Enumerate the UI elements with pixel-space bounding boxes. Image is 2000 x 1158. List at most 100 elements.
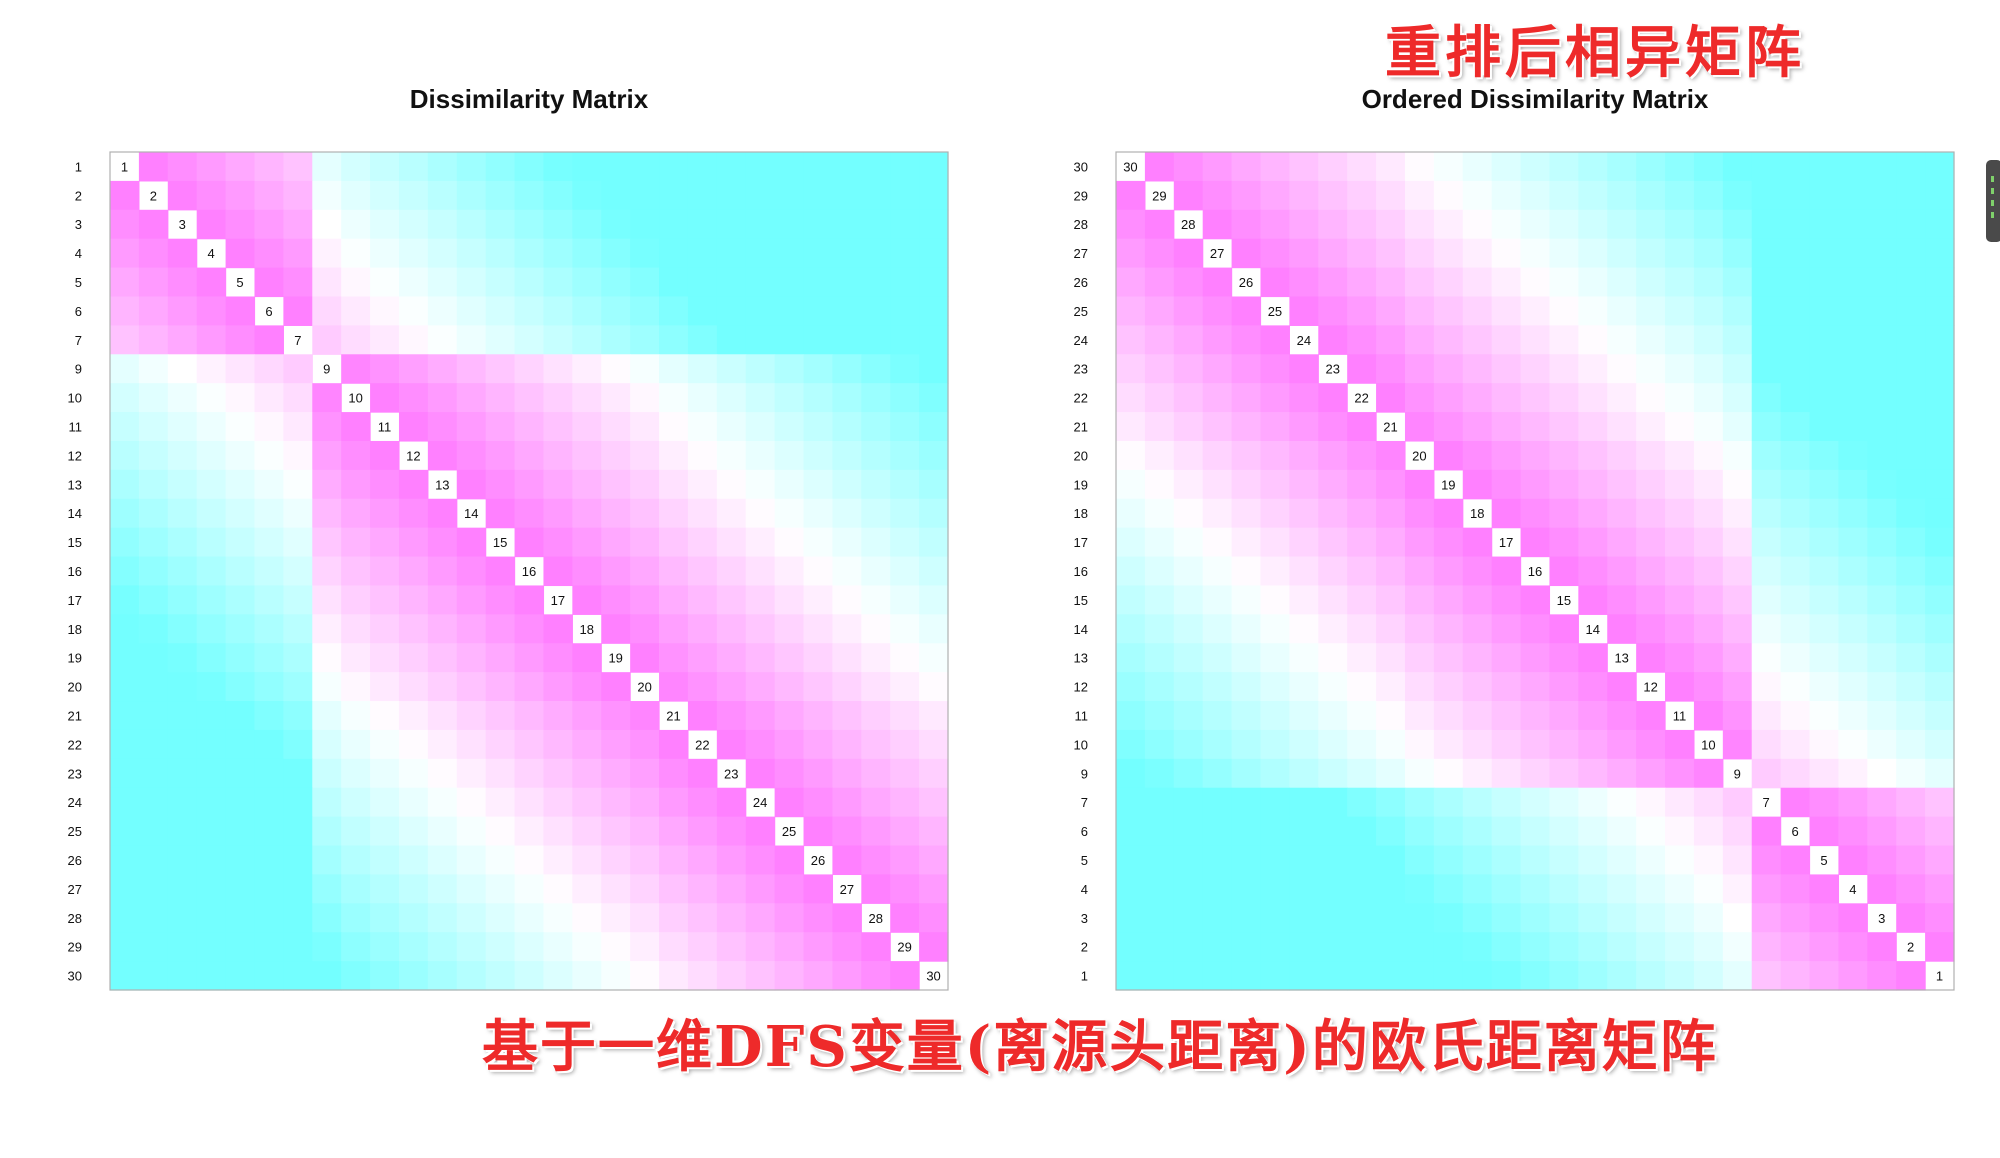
heatmap-cell — [1520, 383, 1551, 413]
heatmap-cell — [745, 238, 776, 269]
heatmap-cell — [1491, 556, 1522, 587]
heatmap-cell — [1751, 209, 1782, 240]
heatmap-cell — [1636, 758, 1666, 789]
heatmap-cell — [1260, 816, 1290, 847]
heatmap-cell — [803, 932, 834, 962]
heatmap-cell — [630, 614, 660, 644]
heatmap-cell — [1838, 325, 1868, 355]
heatmap-cell — [1722, 729, 1753, 760]
heatmap-cell — [716, 614, 747, 644]
diagonal-cell — [1174, 210, 1202, 238]
heatmap-cell — [1520, 440, 1551, 471]
heatmap-cell — [1491, 614, 1522, 644]
heatmap-cell — [919, 903, 949, 933]
heatmap-cell — [774, 556, 805, 587]
heatmap-cell — [514, 209, 545, 240]
heatmap-cell — [572, 932, 602, 962]
heatmap-cell — [803, 209, 834, 240]
heatmap-cell — [601, 585, 631, 615]
heatmap-cell — [427, 758, 458, 789]
row-label: 27 — [68, 882, 82, 897]
row-label: 25 — [1074, 304, 1088, 319]
diagonal-cell — [1203, 239, 1231, 267]
heatmap-cell — [1578, 874, 1608, 904]
heatmap-cell — [1462, 701, 1493, 731]
side-scroll-tab[interactable] — [1986, 160, 2000, 242]
heatmap-cell — [370, 209, 400, 240]
heatmap-cell — [716, 585, 747, 615]
heatmap-cell — [572, 152, 602, 182]
heatmap-cell — [1578, 440, 1608, 471]
heatmap-cell — [1347, 209, 1377, 240]
diagonal-label: 7 — [1763, 795, 1770, 810]
heatmap-cell — [370, 845, 400, 876]
row-label: 15 — [68, 535, 82, 550]
diagonal-cell — [111, 153, 138, 180]
heatmap-cell — [398, 498, 429, 529]
heatmap-cell — [398, 354, 429, 384]
heatmap-cell — [1491, 816, 1522, 847]
heatmap-cell — [254, 585, 284, 615]
heatmap-cell — [1260, 758, 1290, 789]
row-label: 22 — [68, 737, 82, 752]
heatmap-cell — [1809, 354, 1840, 384]
heatmap-cell — [1347, 643, 1377, 673]
heatmap-cell — [687, 903, 718, 933]
indicator-light — [1991, 176, 1994, 182]
heatmap-cell — [138, 672, 169, 702]
heatmap-cell — [341, 209, 371, 240]
heatmap-cell — [1260, 325, 1290, 355]
heatmap-cell — [803, 296, 834, 326]
heatmap-cell — [1549, 816, 1579, 847]
heatmap-cell — [1549, 643, 1579, 673]
heatmap-cell — [630, 816, 660, 847]
diagonal-cell — [197, 239, 225, 267]
heatmap-cell — [1780, 585, 1811, 615]
heatmap-cell — [1376, 152, 1406, 182]
heatmap-cell — [1809, 643, 1840, 673]
heatmap-cell — [370, 903, 400, 933]
heatmap-cell — [1607, 209, 1637, 240]
heatmap-cell — [1896, 729, 1926, 760]
heatmap-cell — [1607, 238, 1637, 269]
heatmap-cell — [1318, 845, 1348, 876]
heatmap-cell — [1231, 845, 1262, 876]
heatmap-cell — [659, 816, 689, 847]
heatmap-cell — [1260, 874, 1290, 904]
heatmap-cell — [1202, 585, 1233, 615]
heatmap-cell — [514, 238, 545, 269]
heatmap-cell — [254, 527, 284, 558]
heatmap-cell — [1318, 787, 1348, 818]
heatmap-cell — [1636, 787, 1666, 818]
diagonal-label: 4 — [1849, 882, 1856, 897]
heatmap-cell — [196, 816, 227, 847]
row-label: 19 — [68, 651, 82, 666]
heatmap-cell — [1693, 787, 1724, 818]
heatmap-cell — [1549, 383, 1579, 413]
heatmap-cell — [1491, 672, 1522, 702]
heatmap-cell — [1289, 961, 1319, 991]
heatmap-cell — [1751, 585, 1782, 615]
heatmap-cell — [659, 527, 689, 558]
diagonal-cell — [631, 673, 659, 701]
diagonal-cell — [891, 933, 919, 961]
heatmap-cell — [456, 412, 487, 442]
heatmap-cell — [254, 932, 284, 962]
heatmap-cell — [1173, 729, 1204, 760]
heatmap-cell — [1462, 585, 1493, 615]
heatmap-cell — [1520, 701, 1551, 731]
heatmap-cell — [687, 469, 718, 500]
heatmap-cell — [1231, 672, 1262, 702]
row-label: 23 — [68, 766, 82, 781]
heatmap-cell — [803, 758, 834, 789]
heatmap-cell — [1693, 932, 1724, 962]
heatmap-cell — [514, 267, 545, 298]
heatmap-cell — [1549, 758, 1579, 789]
heatmap-cell — [283, 816, 313, 847]
heatmap-cell — [427, 412, 458, 442]
heatmap-cell — [1260, 152, 1290, 182]
row-label: 28 — [1074, 217, 1088, 232]
heatmap-cell — [1925, 701, 1955, 731]
euclidean-distance-caption: 基于一维DFS变量(离源头距离)的欧氏距离矩阵 — [482, 1014, 1718, 1080]
heatmap-cell — [1578, 816, 1608, 847]
